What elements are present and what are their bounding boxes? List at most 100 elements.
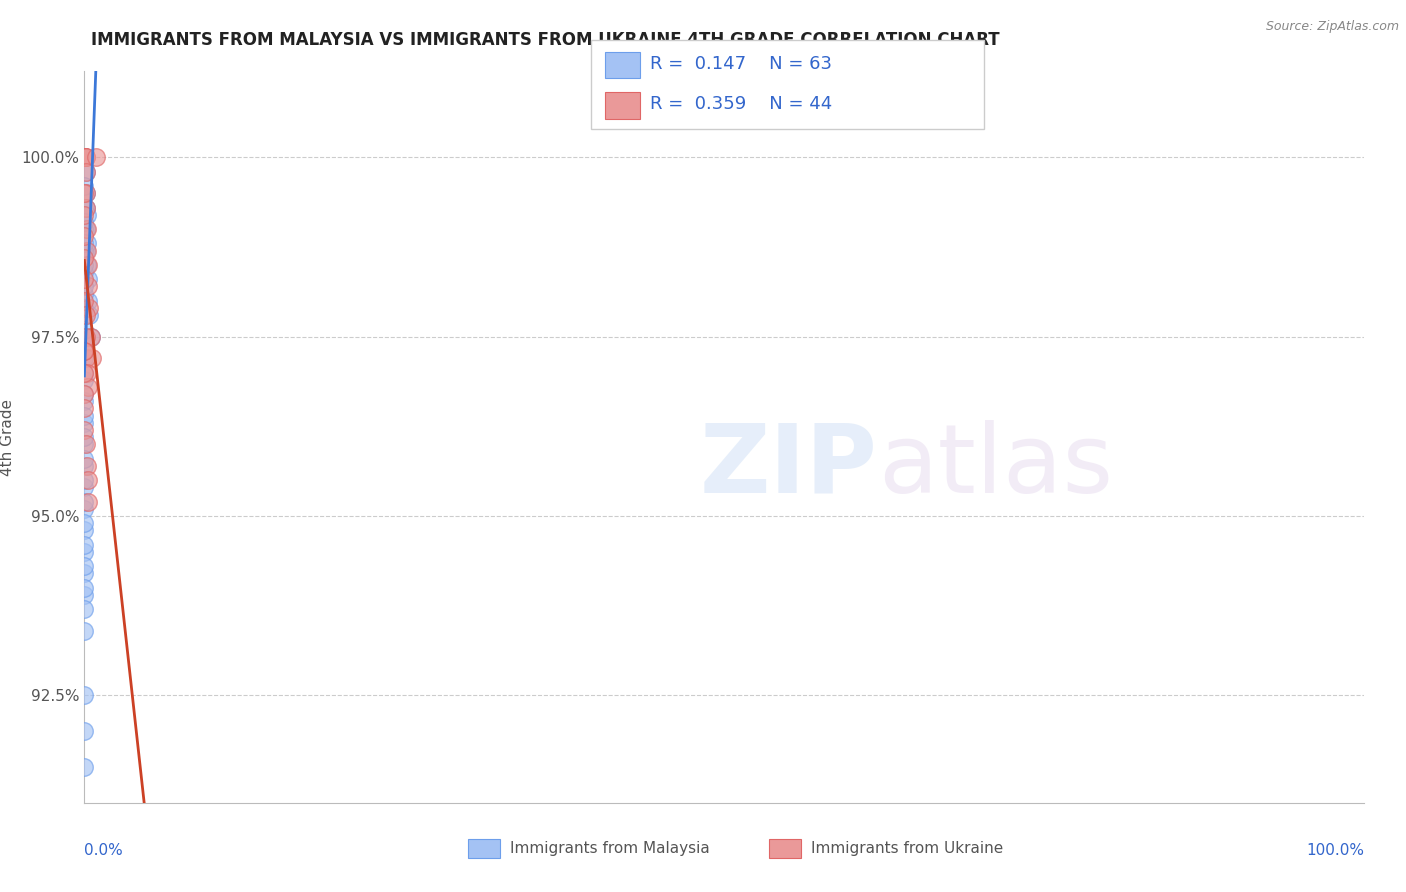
- Point: [76, 258, 98, 272]
- Point: [73, 416, 96, 430]
- Point: [75, 222, 97, 236]
- Point: [73, 293, 96, 308]
- Point: [73, 301, 96, 315]
- Point: [73, 451, 96, 466]
- Point: [84, 150, 107, 164]
- Point: [73, 423, 96, 437]
- Point: [73, 516, 96, 530]
- Point: [73, 524, 96, 538]
- Point: [73, 251, 96, 265]
- Point: [73, 286, 96, 301]
- Point: [73, 244, 96, 258]
- Point: [80, 329, 103, 343]
- Point: [73, 366, 96, 380]
- Text: R =  0.359    N = 44: R = 0.359 N = 44: [650, 95, 832, 113]
- Point: [75, 150, 97, 164]
- Point: [73, 401, 96, 416]
- Point: [73, 150, 96, 164]
- Point: [73, 150, 96, 164]
- Point: [77, 272, 100, 286]
- Point: [73, 387, 96, 401]
- Point: [80, 351, 103, 366]
- Point: [76, 244, 98, 258]
- Point: [73, 366, 96, 380]
- Point: [73, 150, 96, 164]
- Point: [73, 150, 96, 164]
- Point: [73, 229, 96, 244]
- Text: Immigrants from Ukraine: Immigrants from Ukraine: [811, 840, 1004, 855]
- Point: [73, 222, 96, 236]
- Point: [73, 430, 96, 444]
- Point: [73, 344, 96, 359]
- Point: [73, 150, 96, 164]
- Point: [73, 150, 96, 164]
- Text: R =  0.147    N = 63: R = 0.147 N = 63: [650, 55, 831, 73]
- Point: [73, 265, 96, 279]
- Point: [75, 329, 97, 343]
- Point: [73, 215, 96, 229]
- Point: [75, 351, 97, 366]
- Point: [73, 150, 96, 164]
- Point: [73, 409, 96, 423]
- Text: Source: ZipAtlas.com: Source: ZipAtlas.com: [1265, 20, 1399, 33]
- Point: [75, 186, 97, 201]
- Point: [73, 760, 96, 774]
- Point: [77, 494, 100, 508]
- Point: [73, 624, 96, 638]
- Point: [75, 186, 97, 201]
- Point: [73, 201, 96, 215]
- Point: [75, 201, 97, 215]
- Point: [73, 329, 96, 343]
- Point: [75, 165, 97, 179]
- Text: 100.0%: 100.0%: [1306, 843, 1364, 858]
- FancyBboxPatch shape: [769, 839, 801, 858]
- Point: [73, 473, 96, 487]
- Point: [73, 186, 96, 201]
- Point: [76, 473, 98, 487]
- Point: [73, 179, 96, 194]
- Point: [73, 437, 96, 451]
- Point: [73, 236, 96, 251]
- Point: [73, 150, 96, 164]
- Point: [73, 150, 96, 164]
- Point: [73, 724, 96, 739]
- Point: [73, 373, 96, 387]
- Point: [73, 322, 96, 336]
- Point: [73, 208, 96, 222]
- Point: [73, 279, 96, 293]
- Point: [73, 344, 96, 359]
- Point: [76, 208, 98, 222]
- Point: [73, 150, 96, 164]
- Point: [75, 308, 97, 322]
- Point: [75, 244, 97, 258]
- Text: ZIP: ZIP: [700, 420, 877, 513]
- Point: [73, 588, 96, 602]
- Point: [76, 366, 98, 380]
- Point: [73, 566, 96, 581]
- Point: [76, 222, 98, 236]
- Point: [73, 272, 96, 286]
- Point: [76, 458, 98, 473]
- Point: [73, 150, 96, 164]
- Point: [75, 201, 97, 215]
- Point: [75, 437, 97, 451]
- Point: [73, 150, 96, 164]
- Point: [73, 258, 96, 272]
- Point: [73, 688, 96, 702]
- Point: [76, 380, 98, 394]
- Text: Immigrants from Malaysia: Immigrants from Malaysia: [510, 840, 710, 855]
- Point: [73, 501, 96, 516]
- Point: [73, 150, 96, 164]
- Y-axis label: 4th Grade: 4th Grade: [0, 399, 14, 475]
- Point: [73, 538, 96, 552]
- Point: [73, 581, 96, 595]
- Point: [73, 394, 96, 409]
- Point: [73, 602, 96, 616]
- Point: [73, 150, 96, 164]
- Text: 0.0%: 0.0%: [84, 843, 124, 858]
- Point: [73, 150, 96, 164]
- Point: [73, 351, 96, 366]
- Point: [77, 293, 100, 308]
- Point: [73, 150, 96, 164]
- Point: [77, 279, 100, 293]
